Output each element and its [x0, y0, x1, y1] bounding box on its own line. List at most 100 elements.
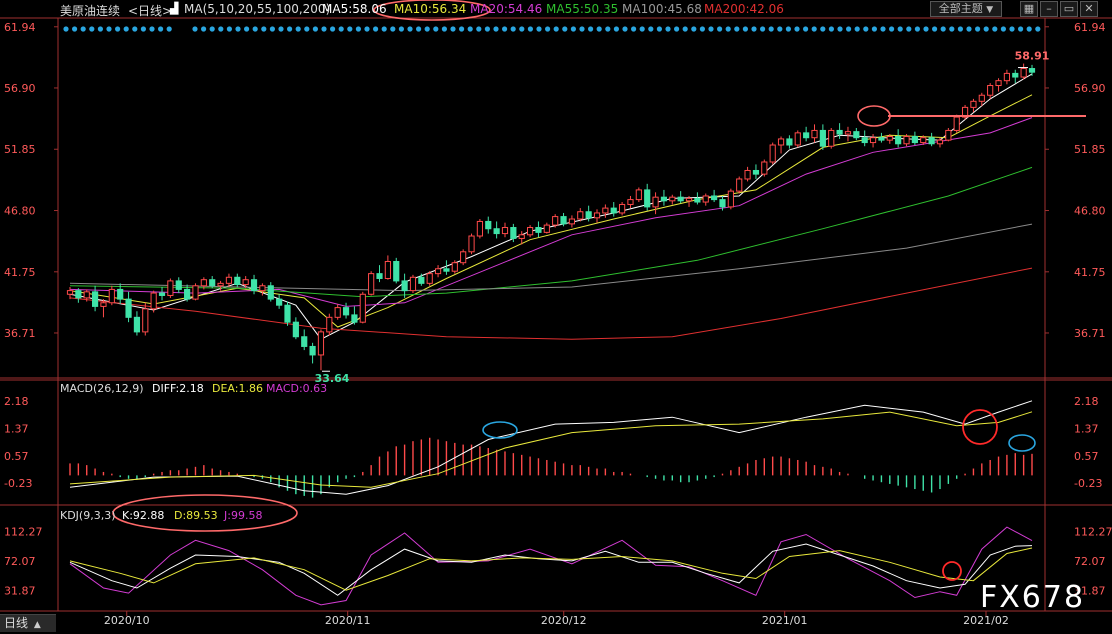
highlight-ellipse-ma [373, 0, 491, 21]
candle-body [242, 279, 249, 286]
signal-dot [691, 26, 697, 32]
signal-dot [708, 26, 714, 32]
candle-body [627, 199, 634, 205]
candle-body [217, 282, 224, 287]
kdj-tick-left: 112.27 [4, 525, 43, 538]
candle-body [752, 169, 760, 175]
signal-dot [459, 26, 465, 32]
theme-dropdown[interactable]: 全部主题 ▼ [930, 1, 1002, 17]
signal-dot [502, 26, 508, 32]
signal-dot [519, 26, 525, 32]
price-tick-right: 61.94 [1074, 21, 1106, 34]
candle-body [560, 216, 567, 225]
candle-body [727, 190, 734, 208]
candle-body [451, 262, 458, 272]
signal-dot [717, 26, 723, 32]
candle-body [284, 304, 291, 323]
signal-dot [871, 26, 878, 32]
signal-dot [622, 26, 628, 32]
kdj-k: K:92.88 [122, 509, 165, 522]
kdj-tick-left: 31.87 [4, 584, 36, 597]
kdj-title: KDJ(9,3,3) [60, 509, 116, 522]
date-label: 2020/12 [541, 614, 587, 627]
candle-body [685, 197, 693, 202]
price-tick-right: 51.85 [1074, 143, 1106, 156]
signal-dot [588, 26, 594, 32]
kdj-header: KDJ(9,3,3) K:92.88 D:89.53 J:99.58 [60, 509, 460, 523]
signal-dot [699, 26, 706, 32]
candle-body [945, 129, 952, 141]
candle-body [301, 336, 308, 347]
ma20-value: MA20:54.46 [470, 2, 543, 16]
candle-body [150, 292, 157, 310]
candle-body [493, 228, 500, 235]
minimize-icon[interactable]: – [1040, 1, 1058, 17]
signal-dot [1018, 26, 1024, 32]
candle-body [1012, 72, 1019, 78]
candle-body [342, 307, 350, 316]
signal-dot [811, 26, 817, 32]
signal-dot [906, 26, 912, 32]
date-label: 2020/11 [325, 614, 371, 627]
signal-dot [355, 26, 361, 32]
signal-dot [889, 26, 895, 32]
candle-body [978, 94, 985, 102]
ma100-value: MA100:45.68 [622, 2, 702, 16]
candle-body [351, 314, 358, 323]
candle-body [485, 220, 492, 230]
signal-dot [261, 26, 267, 32]
signal-dot [536, 26, 542, 32]
signal-dot [777, 26, 783, 32]
close-icon[interactable]: ✕ [1080, 1, 1098, 17]
signal-dot [682, 26, 688, 32]
candle-body [309, 345, 316, 356]
candle-body [911, 136, 918, 144]
signal-dot [149, 26, 155, 32]
candle-body [811, 129, 818, 139]
ma-line-ma55 [69, 166, 1033, 298]
signal-dot [407, 26, 413, 32]
candle-body [401, 280, 408, 292]
signal-dot [579, 26, 585, 32]
candle-body [92, 291, 99, 307]
candle-body [75, 290, 82, 299]
candle-body [368, 273, 375, 295]
signal-dot [158, 26, 164, 32]
signal-dot [287, 26, 293, 32]
layout-icon[interactable]: ▦ [1020, 1, 1038, 17]
candle-body [828, 129, 835, 147]
candle-body [234, 276, 241, 286]
candle-body [652, 196, 659, 208]
restore-icon[interactable]: ▭ [1060, 1, 1078, 17]
signal-dot [201, 26, 207, 32]
ma200-value: MA200:42.06 [704, 2, 784, 16]
candle-body [936, 139, 944, 145]
macd-header: MACD(26,12,9) DIFF:2.18 DEA:1.86 MACD:0.… [60, 382, 460, 396]
signal-dot [510, 26, 516, 32]
signal-dot [656, 26, 663, 32]
candle-body [476, 220, 483, 237]
candle-body [1028, 68, 1036, 73]
candle-body [66, 290, 74, 295]
signal-dot [476, 26, 482, 32]
ma55-value: MA55:50.35 [546, 2, 619, 16]
candle-body [552, 216, 559, 226]
indicator-toggle-icon[interactable]: ▟ [170, 2, 179, 15]
macd-tick-left: -0.23 [4, 477, 32, 490]
candle-body [794, 132, 801, 146]
candle-body [702, 195, 709, 203]
ma-params: MA(5,10,20,55,100,200) [184, 2, 331, 16]
signal-dot [123, 26, 129, 32]
period-tab[interactable]: 日线 ▲ [0, 614, 56, 632]
signal-dot [863, 26, 869, 32]
signal-dot [493, 26, 499, 32]
candle-body [267, 285, 274, 300]
candle-body [970, 100, 977, 108]
macd-dea-line [69, 411, 1033, 488]
signal-dot [613, 26, 620, 32]
signal-dot [390, 26, 396, 32]
candle-body [995, 80, 1002, 87]
signal-dot [252, 26, 258, 32]
candle-body [610, 207, 617, 214]
